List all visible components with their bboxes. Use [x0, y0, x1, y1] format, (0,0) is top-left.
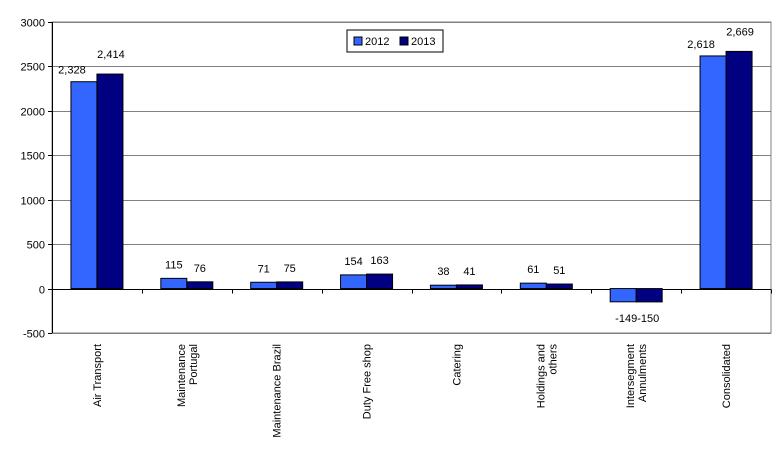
y-tick-label: 1000	[21, 196, 45, 208]
category-label: Consolidated	[721, 344, 733, 408]
plot-area	[51, 21, 772, 334]
category-label: Maintenance Brazil	[272, 344, 284, 438]
data-label-2012: 154	[344, 256, 362, 268]
y-tick-label: 1500	[21, 151, 45, 163]
legend	[346, 29, 444, 53]
data-label-2012: 115	[165, 259, 183, 271]
legend-label-2012: 2012	[365, 36, 389, 48]
category-label: Maintenance	[176, 344, 188, 407]
category-label: Duty Free shop	[362, 344, 374, 419]
data-label-2013: 75	[284, 263, 296, 275]
bar-2013	[366, 273, 394, 290]
category-label: Intersegment	[625, 344, 637, 408]
data-label-2012: 2,618	[687, 39, 715, 51]
bar-2012	[609, 288, 637, 303]
data-label-2013: -150	[637, 313, 659, 325]
y-tick-label: 500	[27, 240, 45, 252]
category-label: others	[547, 344, 559, 375]
data-label-2013: 163	[370, 255, 388, 267]
bar-2012	[160, 277, 188, 290]
bar-2013	[725, 50, 753, 290]
bar-2012	[250, 281, 278, 290]
category-label: Catering	[451, 344, 463, 386]
y-tick-label: 2000	[21, 107, 45, 119]
data-label-2012: 38	[437, 266, 449, 278]
data-label-2013: 41	[463, 266, 475, 278]
bar-2012	[70, 81, 98, 290]
category-label: Annulments	[637, 344, 649, 403]
data-label-2013: 2,414	[97, 49, 125, 61]
bar-2012	[340, 274, 368, 290]
legend-swatch-2012	[353, 36, 363, 46]
bar-2012	[429, 284, 457, 290]
category-label: Portugal	[188, 344, 200, 385]
data-label-2012: -149	[615, 313, 637, 325]
data-label-2013: 51	[553, 265, 565, 277]
y-tick-label: -500	[23, 329, 45, 341]
data-label-2013: 76	[194, 263, 206, 275]
legend-label-2013: 2013	[411, 36, 435, 48]
category-label: Air Transport	[92, 344, 104, 407]
data-label-2012: 61	[527, 264, 539, 276]
bar-2013	[455, 284, 483, 290]
bar-2013	[635, 288, 663, 303]
bar-2012	[519, 282, 547, 290]
data-label-2012: 71	[258, 263, 270, 275]
y-tick-label: 2500	[21, 62, 45, 74]
y-tick-label: 0	[39, 285, 45, 297]
data-label-2013: 2,669	[726, 26, 754, 38]
category-label: Holdings and	[535, 344, 547, 408]
bar-2013	[276, 281, 304, 290]
bar-2013	[96, 73, 124, 290]
bar-2013	[186, 281, 214, 290]
legend-swatch-2013	[399, 36, 409, 46]
bar-2012	[699, 55, 727, 290]
bar-2013	[545, 283, 573, 290]
data-label-2012: 2,328	[58, 65, 86, 77]
y-tick-label: 3000	[21, 18, 45, 30]
